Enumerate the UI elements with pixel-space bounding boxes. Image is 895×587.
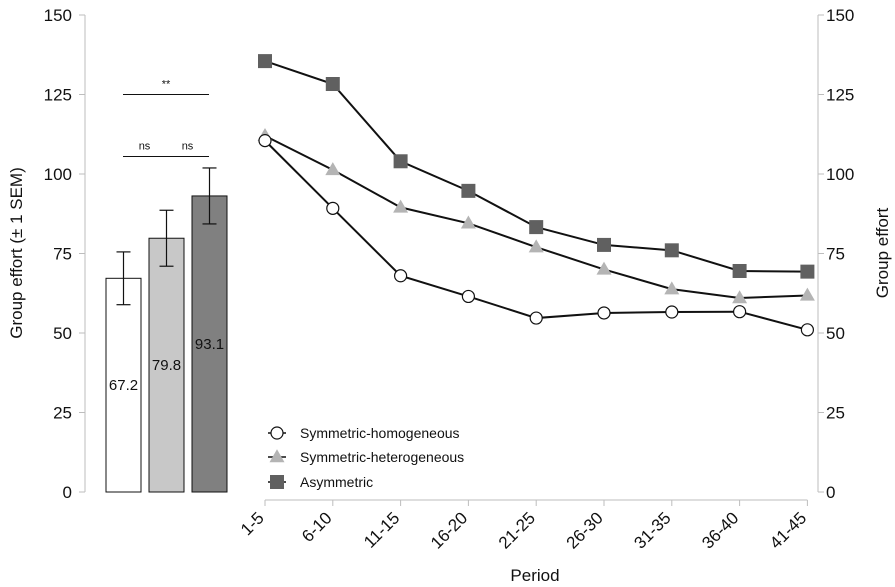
data-point bbox=[732, 305, 747, 319]
x-axis-tick-label: 41-45 bbox=[766, 508, 810, 552]
legend-marker bbox=[270, 475, 284, 489]
significance-brackets: ** ns ns bbox=[123, 79, 209, 158]
right-axis-tick-label: 125 bbox=[826, 86, 854, 105]
data-point bbox=[732, 263, 747, 278]
x-axis-tick-label: 11-15 bbox=[360, 508, 403, 551]
legend-marker bbox=[270, 426, 284, 440]
right-axis-tick-label: 0 bbox=[826, 483, 835, 502]
x-axis-tick-label: 1-5 bbox=[237, 508, 268, 539]
right-axis-tick-label: 150 bbox=[826, 6, 854, 25]
bar-value-label: 67.2 bbox=[109, 377, 138, 394]
x-axis-tick-label: 16-20 bbox=[427, 508, 471, 552]
bar bbox=[191, 195, 228, 493]
left-y-axis-title: Group effort (± 1 SEM) bbox=[7, 167, 26, 339]
data-point bbox=[258, 54, 272, 69]
right-axis-tick-label: 50 bbox=[826, 324, 845, 343]
data-point bbox=[393, 199, 409, 213]
left-axis-tick-label: 0 bbox=[63, 483, 72, 502]
data-point bbox=[461, 289, 475, 304]
data-point bbox=[528, 239, 544, 253]
left-axis-tick-label: 50 bbox=[53, 324, 72, 343]
data-point bbox=[325, 162, 341, 176]
data-point bbox=[393, 154, 408, 169]
data-point bbox=[597, 237, 611, 252]
data-point bbox=[461, 183, 476, 198]
series-line bbox=[264, 139, 808, 331]
data-point bbox=[665, 305, 679, 319]
bar-group: 67.2 79.8 93.1 bbox=[105, 167, 228, 493]
legend-marker bbox=[269, 449, 285, 463]
x-axis-tick-label: 26-30 bbox=[563, 508, 607, 552]
data-point bbox=[732, 290, 748, 304]
data-point bbox=[460, 215, 476, 229]
significance-label: ns bbox=[182, 141, 194, 153]
bar-chart-y-axis: 0 25 50 75 100 125 150 bbox=[44, 6, 86, 502]
data-point bbox=[325, 77, 340, 92]
legend-label: Symmetric-homogeneous bbox=[300, 425, 460, 441]
line-series-group bbox=[257, 54, 815, 337]
data-point bbox=[664, 281, 680, 295]
x-axis-tick-label: 31-35 bbox=[630, 508, 674, 552]
data-point bbox=[596, 261, 612, 275]
data-point bbox=[529, 220, 544, 235]
left-axis-tick-label: 25 bbox=[53, 404, 72, 423]
legend: Symmetric-homogeneous Symmetric-heterogen… bbox=[268, 425, 464, 490]
right-axis-tick-label: 100 bbox=[826, 165, 854, 184]
bar bbox=[105, 277, 142, 493]
data-point bbox=[799, 287, 815, 301]
line-chart-x-axis: 1-5 6-10 11-15 16-20 21-25 26-30 31-35 36-40 41-… bbox=[237, 499, 810, 553]
bar-value-label: 93.1 bbox=[195, 336, 224, 353]
significance-label: ** bbox=[162, 79, 171, 91]
right-axis-tick-label: 25 bbox=[826, 404, 845, 423]
line-chart-y-axis: 0 25 50 75 100 125 150 bbox=[817, 6, 854, 502]
data-point bbox=[394, 269, 408, 283]
left-axis-tick-label: 75 bbox=[53, 245, 72, 264]
x-axis-title: Period bbox=[510, 566, 559, 585]
legend-label: Asymmetric bbox=[300, 474, 373, 490]
data-point bbox=[597, 306, 611, 320]
data-point bbox=[258, 134, 272, 148]
x-axis-tick-label: 36-40 bbox=[698, 508, 742, 552]
left-axis-tick-label: 125 bbox=[44, 86, 72, 105]
significance-label: ns bbox=[139, 141, 151, 153]
right-y-axis-title: Group effort bbox=[873, 208, 892, 299]
x-axis-tick-label: 21-25 bbox=[495, 508, 539, 552]
legend-label: Symmetric-heterogeneous bbox=[300, 449, 464, 465]
left-axis-tick-label: 100 bbox=[44, 165, 72, 184]
x-axis-tick-label: 6-10 bbox=[298, 508, 335, 545]
bar-value-label: 79.8 bbox=[152, 357, 181, 374]
series-line bbox=[264, 134, 808, 300]
right-axis-tick-label: 75 bbox=[826, 245, 845, 264]
data-point bbox=[529, 311, 543, 325]
data-point bbox=[664, 243, 679, 258]
data-point bbox=[326, 201, 340, 215]
bar bbox=[148, 237, 185, 493]
left-axis-tick-label: 150 bbox=[44, 6, 72, 25]
data-point bbox=[800, 323, 815, 337]
data-point bbox=[800, 264, 815, 279]
